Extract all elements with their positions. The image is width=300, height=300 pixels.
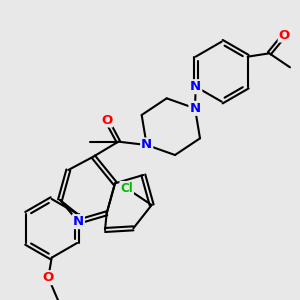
Text: N: N bbox=[73, 215, 84, 228]
Text: O: O bbox=[43, 271, 54, 284]
Text: N: N bbox=[141, 139, 152, 152]
Text: N: N bbox=[190, 80, 201, 93]
Text: Cl: Cl bbox=[120, 182, 133, 195]
Text: O: O bbox=[279, 28, 290, 41]
Text: O: O bbox=[101, 113, 112, 127]
Text: N: N bbox=[189, 102, 201, 115]
